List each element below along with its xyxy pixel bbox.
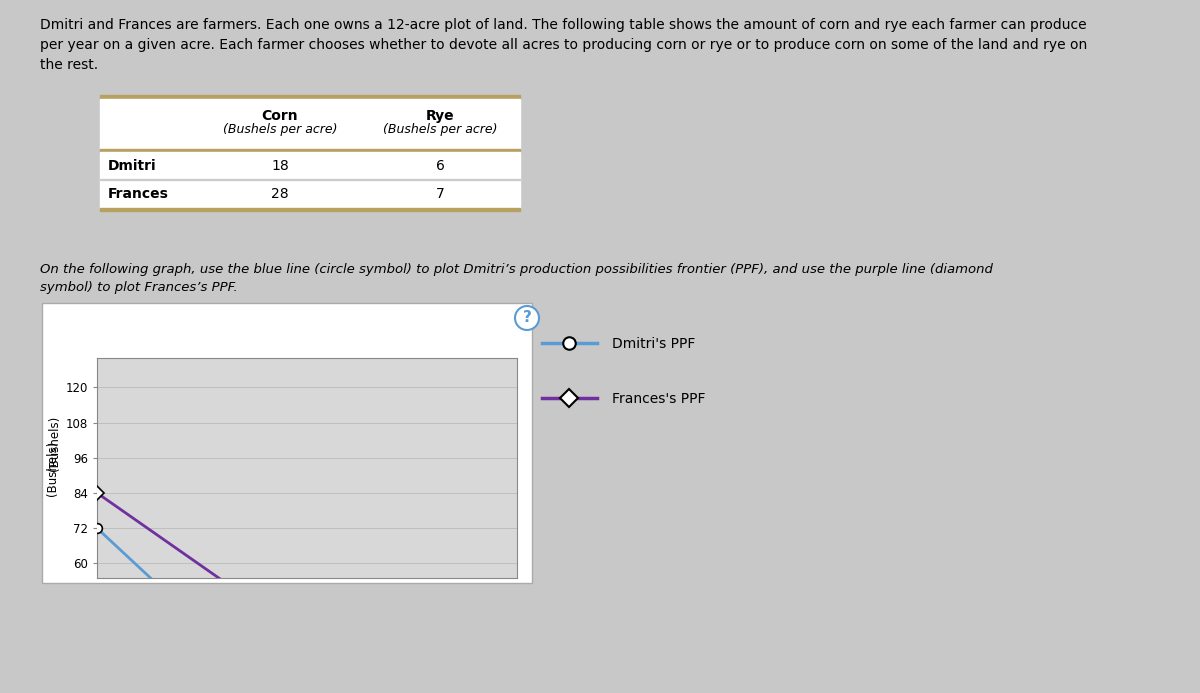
Text: Dmitri: Dmitri <box>108 159 157 173</box>
Text: (Bushels per acre): (Bushels per acre) <box>223 123 337 137</box>
Text: Dmitri's PPF: Dmitri's PPF <box>612 337 695 351</box>
Bar <box>100 152 520 180</box>
Bar <box>100 208 520 211</box>
Text: Dmitri and Frances are farmers. Each one owns a 12-acre plot of land. The follow: Dmitri and Frances are farmers. Each one… <box>40 18 1087 32</box>
Text: Corn: Corn <box>262 109 299 123</box>
Text: On the following graph, use the blue line (circle symbol) to plot Dmitri’s produ: On the following graph, use the blue lin… <box>40 263 992 276</box>
Text: (Bushels): (Bushels) <box>48 415 60 471</box>
Bar <box>100 149 520 152</box>
Bar <box>100 180 520 208</box>
Text: Rye: Rye <box>426 109 455 123</box>
Circle shape <box>515 306 539 330</box>
Text: 18: 18 <box>271 159 289 173</box>
Text: Frances's PPF: Frances's PPF <box>612 392 706 406</box>
Bar <box>100 95 520 99</box>
Text: ?: ? <box>522 310 532 326</box>
Text: symbol) to plot Frances’s PPF.: symbol) to plot Frances’s PPF. <box>40 281 238 294</box>
Text: (Bushels per acre): (Bushels per acre) <box>383 123 497 137</box>
Bar <box>42 303 532 583</box>
Text: Frances: Frances <box>108 187 169 201</box>
Y-axis label: (Bushels): (Bushels) <box>46 440 59 495</box>
Text: 28: 28 <box>271 187 289 201</box>
Text: 7: 7 <box>436 187 444 201</box>
Bar <box>100 179 520 180</box>
Text: the rest.: the rest. <box>40 58 98 72</box>
Bar <box>100 99 520 149</box>
Text: per year on a given acre. Each farmer chooses whether to devote all acres to pro: per year on a given acre. Each farmer ch… <box>40 38 1087 52</box>
Text: 6: 6 <box>436 159 444 173</box>
